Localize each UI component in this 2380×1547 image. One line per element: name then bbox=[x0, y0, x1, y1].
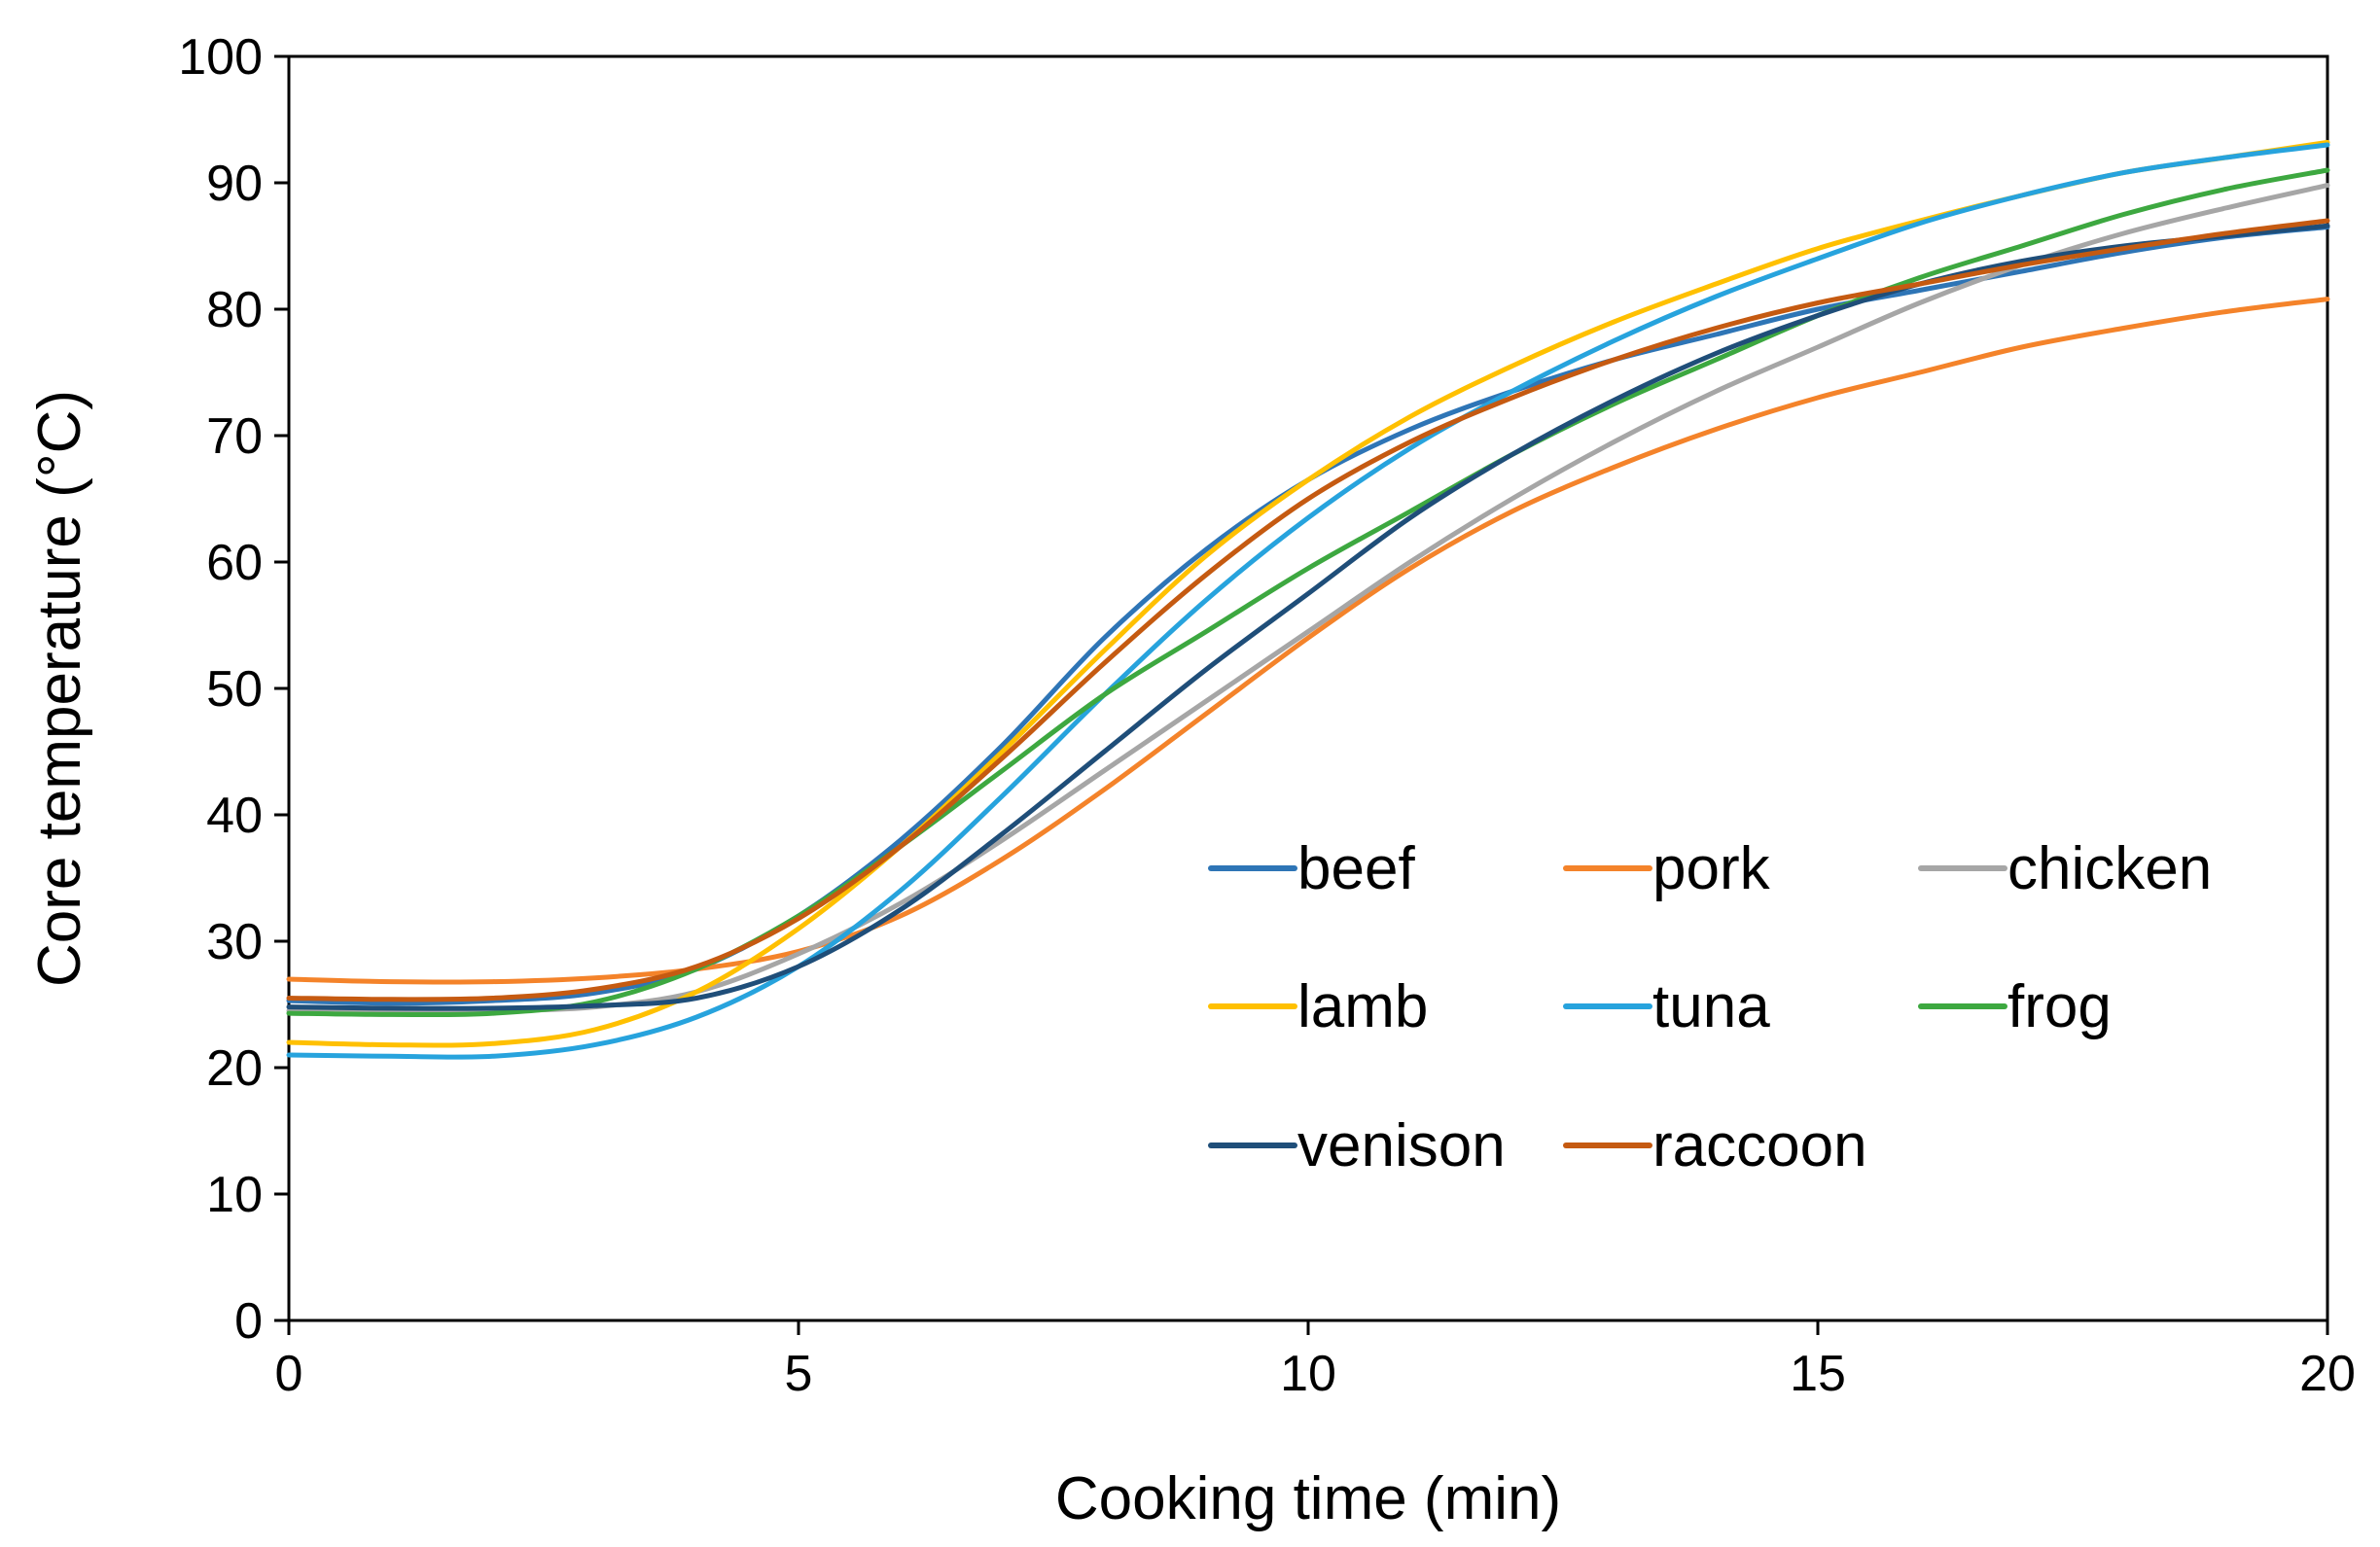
x-axis-ticks: 0 5 10 15 20 bbox=[275, 1320, 2356, 1402]
y-axis-ticks: 0 10 20 30 40 50 60 70 80 90 100 bbox=[178, 29, 289, 1350]
x-tick-label: 5 bbox=[785, 1346, 813, 1402]
y-tick-label: 100 bbox=[178, 29, 263, 86]
x-tick-label: 10 bbox=[1280, 1346, 1336, 1402]
legend-label-chicken: chicken bbox=[2007, 835, 2212, 902]
legend: beef pork chicken lamb tuna frog venison raccoo… bbox=[1208, 835, 2212, 1179]
legend-label-raccoon: raccoon bbox=[1652, 1112, 1867, 1179]
legend-label-venison: venison bbox=[1297, 1112, 1506, 1179]
series-line-raccoon bbox=[286, 218, 2330, 1002]
series-lines bbox=[286, 139, 2330, 1060]
y-tick-label: 20 bbox=[206, 1040, 263, 1097]
legend-label-beef: beef bbox=[1297, 835, 1415, 902]
y-tick-label: 50 bbox=[206, 661, 263, 718]
y-tick-label: 10 bbox=[206, 1167, 263, 1223]
y-tick-label: 0 bbox=[234, 1293, 263, 1350]
x-tick-label: 20 bbox=[2299, 1346, 2356, 1402]
x-tick-label: 15 bbox=[1790, 1346, 1846, 1402]
series-line-venison bbox=[286, 223, 2330, 1011]
legend-label-frog: frog bbox=[2007, 973, 2112, 1040]
legend-label-pork: pork bbox=[1652, 835, 1771, 902]
y-tick-label: 30 bbox=[206, 914, 263, 970]
series-line-pork bbox=[286, 297, 2330, 985]
series-line-frog bbox=[286, 167, 2330, 1018]
y-axis-title: Core temperature (°C) bbox=[26, 390, 93, 987]
x-tick-label: 0 bbox=[275, 1346, 303, 1402]
x-axis-title: Cooking time (min) bbox=[1055, 1465, 1561, 1532]
y-tick-label: 60 bbox=[206, 535, 263, 591]
y-tick-label: 40 bbox=[206, 788, 263, 844]
series-line-tuna bbox=[286, 142, 2330, 1060]
y-tick-label: 90 bbox=[206, 156, 263, 212]
legend-label-tuna: tuna bbox=[1652, 973, 1770, 1040]
y-tick-label: 80 bbox=[206, 282, 263, 338]
legend-label-lamb: lamb bbox=[1297, 973, 1428, 1040]
y-tick-label: 70 bbox=[206, 408, 263, 465]
